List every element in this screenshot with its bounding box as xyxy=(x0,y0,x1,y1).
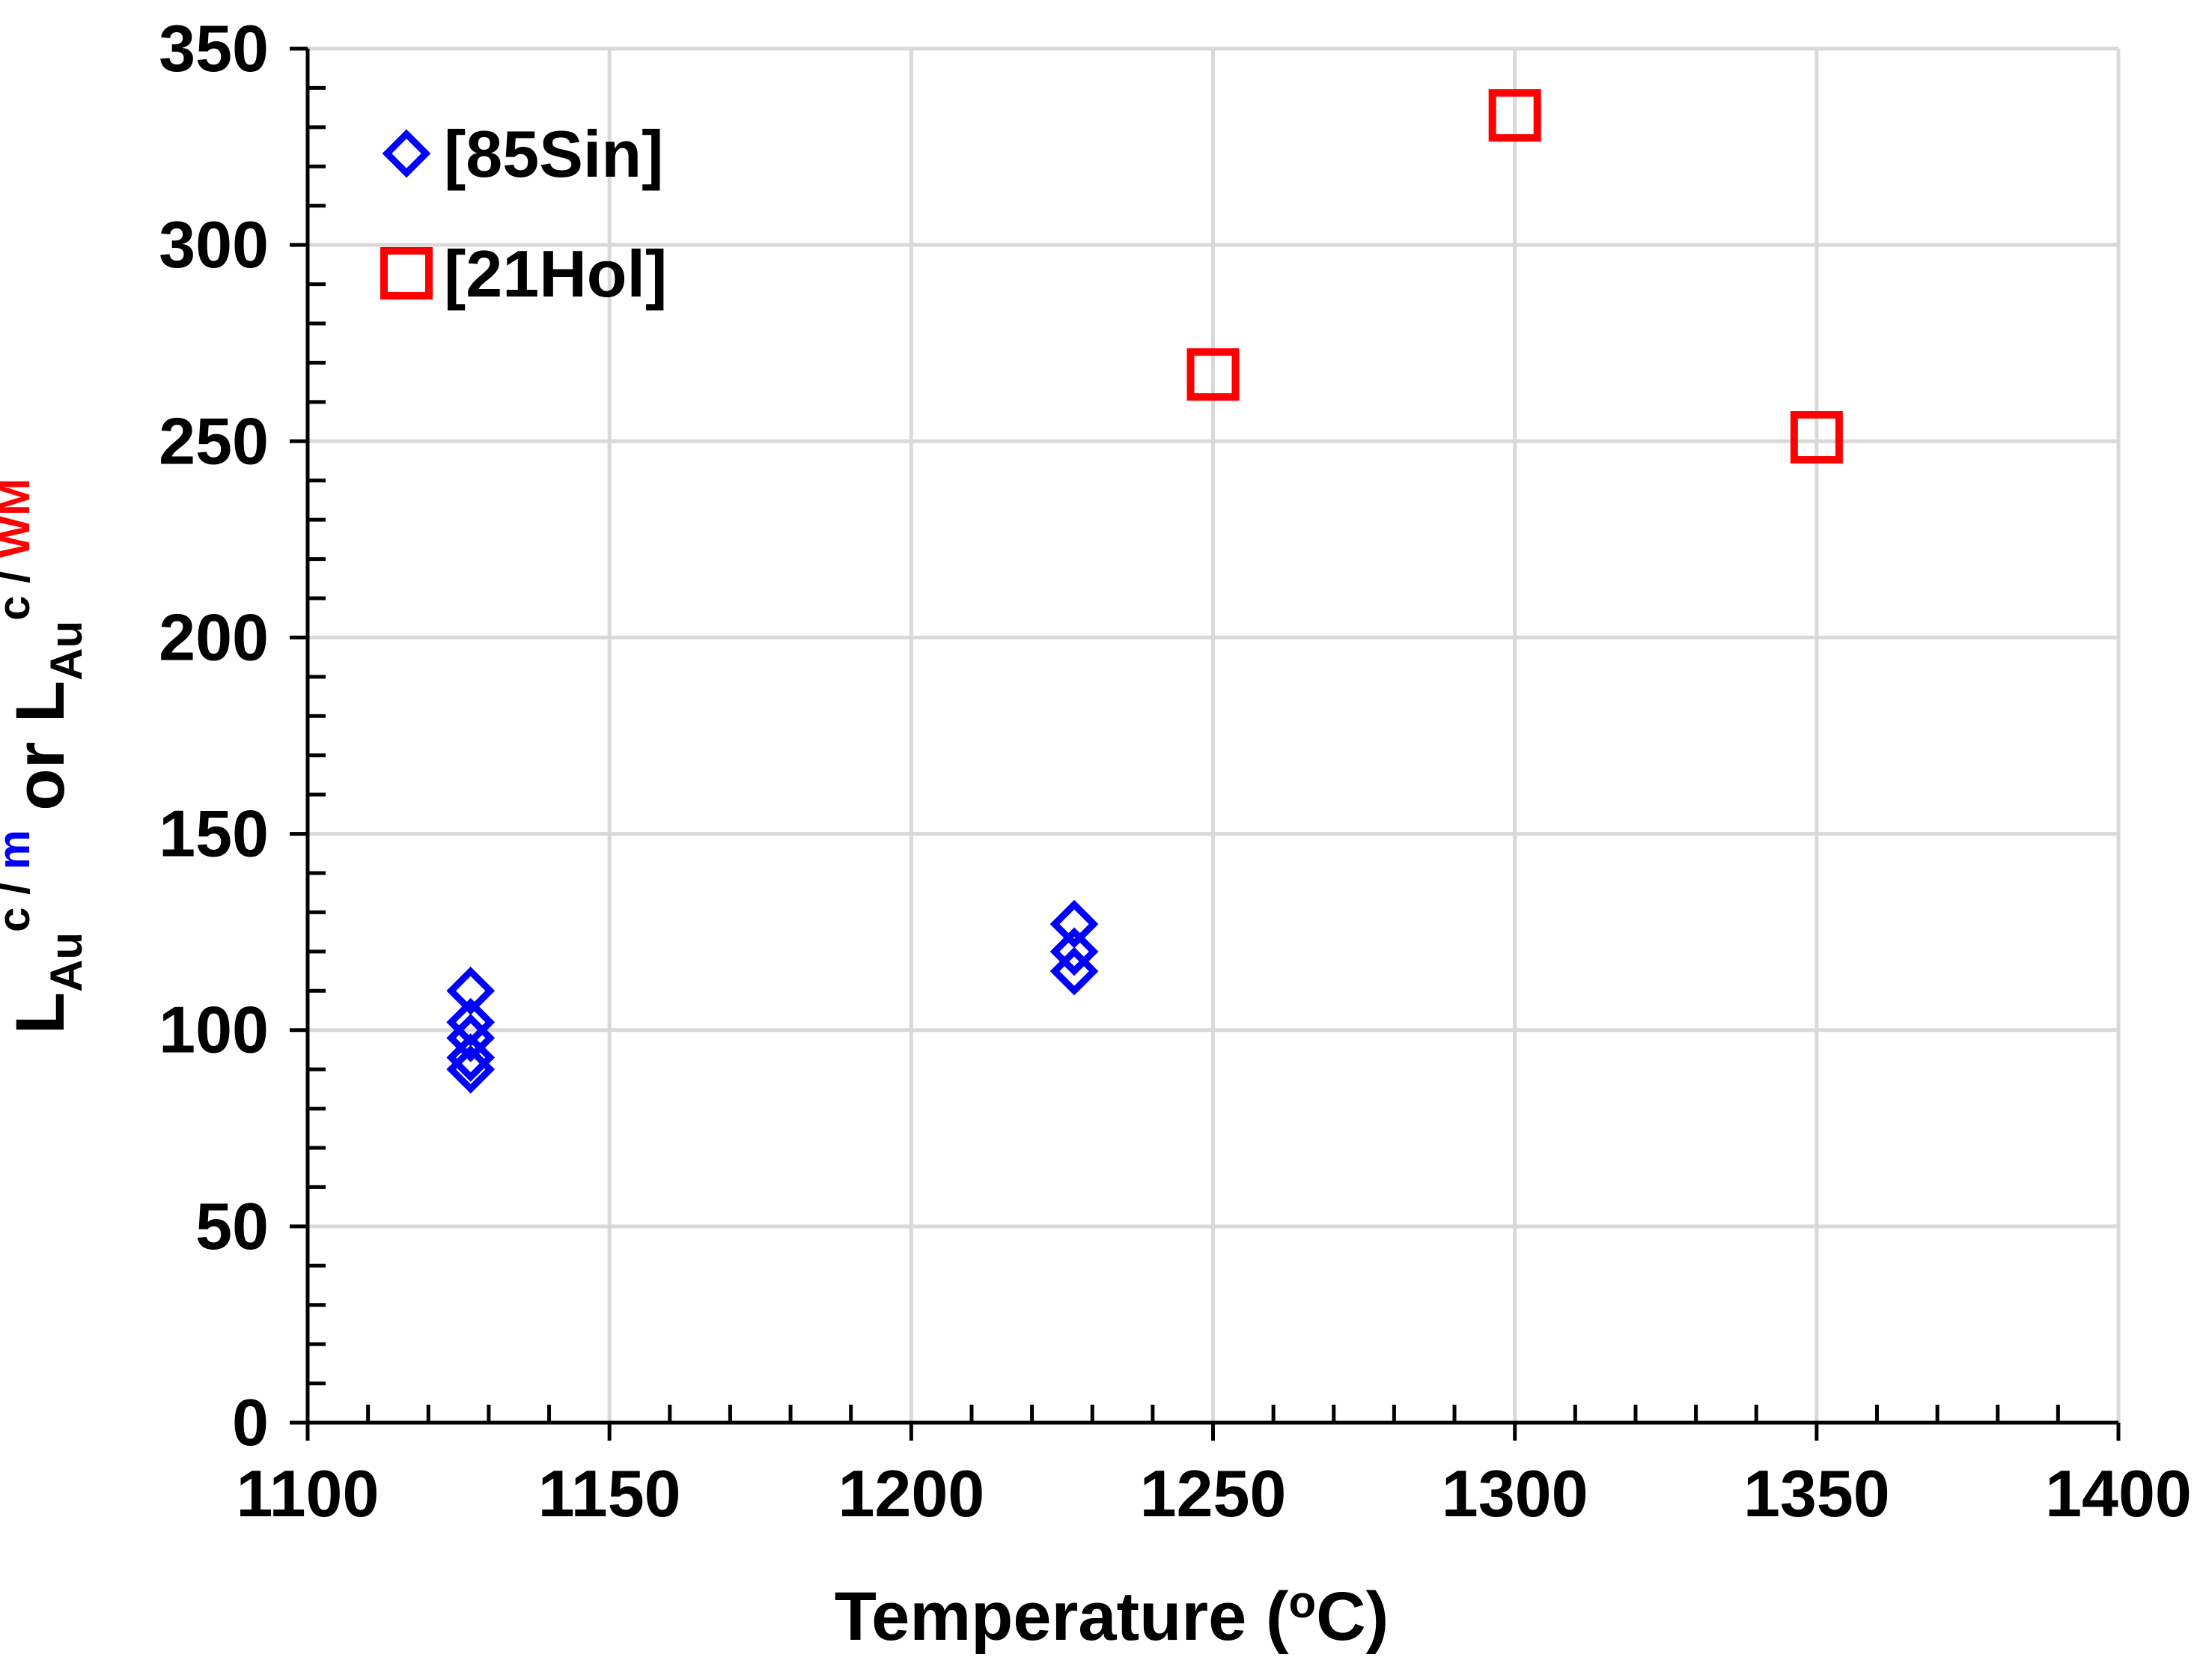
x-tick-label: 1300 xyxy=(1442,1456,1588,1530)
y-tick-label: 150 xyxy=(159,797,269,871)
x-axis-title: Temperature (oC) xyxy=(835,1577,1389,1655)
x-tick-label: 1200 xyxy=(838,1456,984,1530)
y-tick-label: 0 xyxy=(232,1385,269,1459)
diamond-data-point xyxy=(1049,927,1099,976)
legend-label: [21Hol] xyxy=(444,237,667,311)
legend-square-icon xyxy=(380,247,433,300)
y-title-sup2: c / xyxy=(0,558,39,620)
diamond-data-point xyxy=(446,1033,496,1082)
x-axis-title-superscript: o xyxy=(1288,1577,1316,1627)
y-tick-label: 50 xyxy=(195,1189,269,1263)
diamond-data-point xyxy=(1049,899,1099,949)
y-title-sup1: c xyxy=(0,908,39,932)
x-tick-label: 1350 xyxy=(1743,1456,1890,1530)
tick-labels: 0 50 100 150 200 250 300 350 1100 1150 1200 1250 130… xyxy=(159,11,2192,1530)
square-data-point xyxy=(1488,89,1541,142)
legend: [85Sin] [21Hol] xyxy=(380,117,667,311)
y-tick-label: 100 xyxy=(159,993,269,1067)
y-axis-title: LAuc / m or LAuc / WM xyxy=(0,478,91,1034)
x-axis-title-end: C) xyxy=(1316,1578,1389,1655)
diamond-data-point xyxy=(446,1045,496,1094)
y-title-L2: L xyxy=(2,681,79,723)
square-data-point xyxy=(1186,348,1240,401)
y-title-sup1-slash: / xyxy=(0,870,39,908)
legend-diamond-icon xyxy=(382,129,431,178)
square-data-point xyxy=(1790,411,1843,464)
diamond-data-point xyxy=(446,1013,496,1063)
x-tick-label: 1150 xyxy=(538,1456,681,1530)
diamond-data-point xyxy=(1049,946,1099,996)
x-tick-label: 1400 xyxy=(2045,1456,2192,1530)
diamond-data-point xyxy=(446,966,496,1015)
y-tick-label: 250 xyxy=(159,404,269,478)
y-title-sub2: Au xyxy=(41,621,91,681)
axes xyxy=(290,46,2121,1441)
x-axis-title-main: Temperature ( xyxy=(835,1578,1289,1655)
y-title-or: or xyxy=(2,723,79,830)
grid-lines xyxy=(308,46,2121,1423)
y-tick-label: 350 xyxy=(159,11,269,85)
y-title-wm: WM xyxy=(0,478,39,559)
legend-label: [85Sin] xyxy=(444,117,663,191)
x-tick-label: 1100 xyxy=(237,1456,380,1530)
y-title-m: m xyxy=(0,830,39,869)
y-tick-label: 200 xyxy=(159,600,269,674)
y-title-L1: L xyxy=(2,992,79,1034)
y-tick-label: 300 xyxy=(159,207,269,282)
x-tick-label: 1250 xyxy=(1140,1456,1287,1530)
y-title-sub1: Au xyxy=(41,932,91,992)
data-markers xyxy=(446,89,1843,1094)
